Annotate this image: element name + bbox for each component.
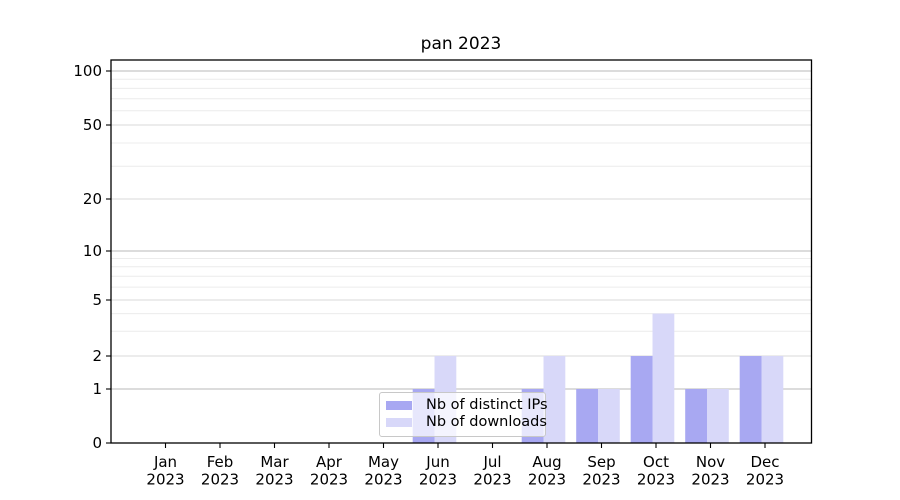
x-tick-label-month: Jul <box>482 453 501 471</box>
x-tick-label-month: Aug <box>532 453 561 471</box>
x-tick-label-month: Nov <box>696 453 725 471</box>
bar-downloads-aug <box>543 356 566 443</box>
x-tick-label-year: 2023 <box>310 471 348 489</box>
x-tick-label-month: Mar <box>260 453 289 471</box>
chart-title: pan 2023 <box>420 34 502 54</box>
x-tick-label-year: 2023 <box>473 471 511 489</box>
bar-distinct-ips-dec <box>739 356 762 443</box>
x-tick-label-year: 2023 <box>146 471 184 489</box>
bar-distinct-ips-oct <box>630 356 653 443</box>
x-tick-label-year: 2023 <box>201 471 239 489</box>
y-tick-label: 50 <box>83 116 102 134</box>
x-tick-label-month: Dec <box>750 453 779 471</box>
x-tick-label-month: Oct <box>643 453 669 471</box>
x-tick-label-year: 2023 <box>419 471 457 489</box>
bar-downloads-oct <box>652 313 675 443</box>
x-tick-label-year: 2023 <box>637 471 675 489</box>
x-tick-label-month: Apr <box>316 453 343 471</box>
y-tick-label: 0 <box>92 434 102 452</box>
x-tick-label-month: Jan <box>153 453 177 471</box>
x-tick-label-year: 2023 <box>255 471 293 489</box>
x-tick-label-year: 2023 <box>528 471 566 489</box>
y-tick-label: 2 <box>92 347 102 365</box>
y-tick-label: 10 <box>83 242 102 260</box>
legend-swatch-distinct-ips-icon <box>386 400 412 410</box>
x-tick-label-month: Feb <box>207 453 234 471</box>
legend: Nb of distinct IPs Nb of downloads <box>379 391 548 437</box>
legend-swatch-downloads-icon <box>386 418 412 428</box>
bar-downloads-sep <box>598 389 620 443</box>
x-tick-label-month: Sep <box>587 453 615 471</box>
y-tick-label: 5 <box>92 291 102 309</box>
y-tick-label: 1 <box>92 380 102 398</box>
x-tick-label-month: Jun <box>425 453 449 471</box>
x-tick-label-year: 2023 <box>691 471 729 489</box>
legend-label-distinct-ips: Nb of distinct IPs <box>426 396 548 413</box>
x-tick-label-year: 2023 <box>364 471 402 489</box>
y-tick-label: 20 <box>83 190 102 208</box>
bar-distinct-ips-nov <box>685 389 707 443</box>
legend-item-distinct-ips: Nb of distinct IPs <box>386 397 548 414</box>
legend-item-downloads: Nb of downloads <box>386 414 547 431</box>
x-tick-label-year: 2023 <box>582 471 620 489</box>
y-tick-label: 100 <box>73 62 102 80</box>
x-tick-label-month: May <box>368 453 399 471</box>
x-tick-label-year: 2023 <box>746 471 784 489</box>
bar-downloads-nov <box>707 389 729 443</box>
bar-distinct-ips-sep <box>576 389 598 443</box>
bar-downloads-dec <box>761 356 784 443</box>
legend-label-downloads: Nb of downloads <box>426 414 547 431</box>
